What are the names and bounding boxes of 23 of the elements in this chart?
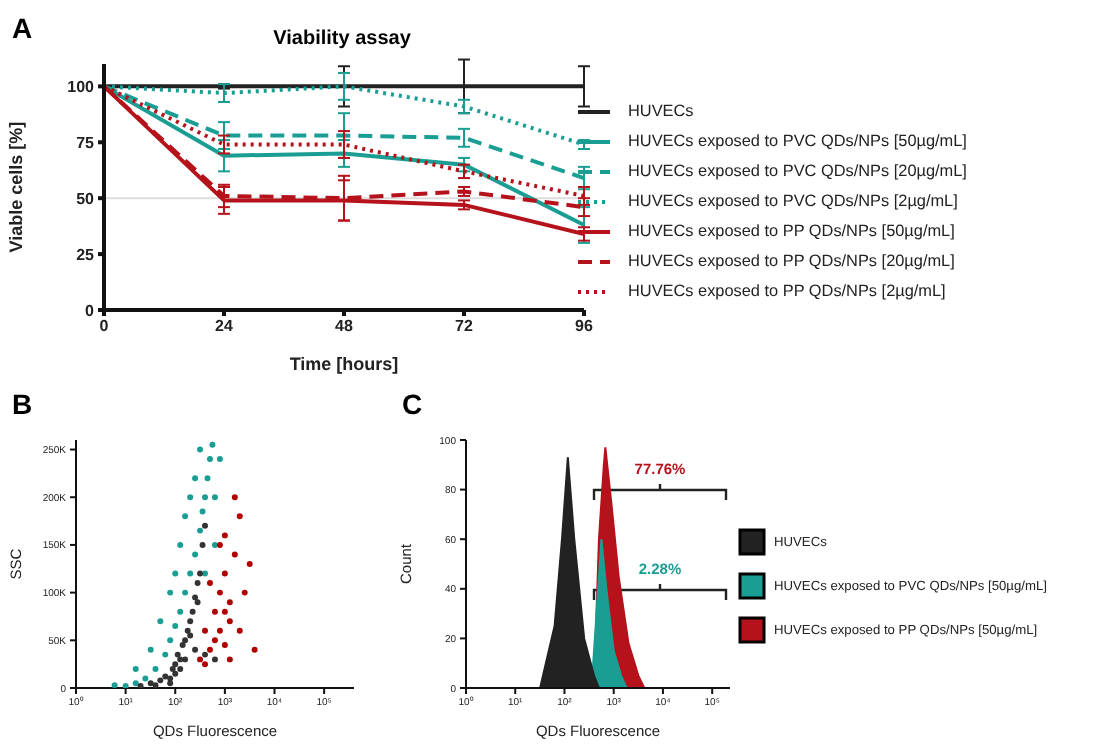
y-tick-label: 75 — [76, 133, 96, 152]
legend-label: HUVECs exposed to PVC QDs/NPs [50µg/mL] — [628, 132, 967, 150]
legend-label: HUVECs exposed to PP QDs/NPs [20µg/mL] — [628, 252, 955, 270]
x-tick-label: 48 — [335, 317, 354, 336]
text: A — [12, 12, 33, 44]
legend-label: HUVECs exposed to PVC QDs/NPs [20µg/mL] — [628, 162, 967, 180]
legend-label: HUVECs — [628, 102, 694, 120]
y-tick-label: 25 — [76, 245, 96, 264]
x-axis-title: Time [hours] — [289, 354, 399, 374]
x-tick-label: 96 — [575, 317, 594, 336]
x-tick-label: 0 — [99, 317, 110, 336]
x-tick-label: 24 — [215, 317, 234, 336]
y-tick-label: 50 — [76, 189, 96, 208]
y-tick-label: 0 — [85, 301, 96, 320]
text: B — [12, 388, 33, 420]
y-axis-title: Viable cells [%] — [6, 121, 27, 253]
y-tick-label: 100 — [67, 78, 96, 97]
chart-title: Viability assay — [271, 28, 413, 50]
legend-label: HUVECs exposed to PP QDs/NPs [2µg/mL] — [628, 282, 946, 300]
legend-label: HUVECs exposed to PP QDs/NPs [50µg/mL] — [628, 222, 955, 240]
x-tick-label: 72 — [455, 317, 474, 336]
text: C — [402, 388, 423, 420]
legend-label: HUVECs exposed to PVC QDs/NPs [2µg/mL] — [628, 192, 958, 210]
